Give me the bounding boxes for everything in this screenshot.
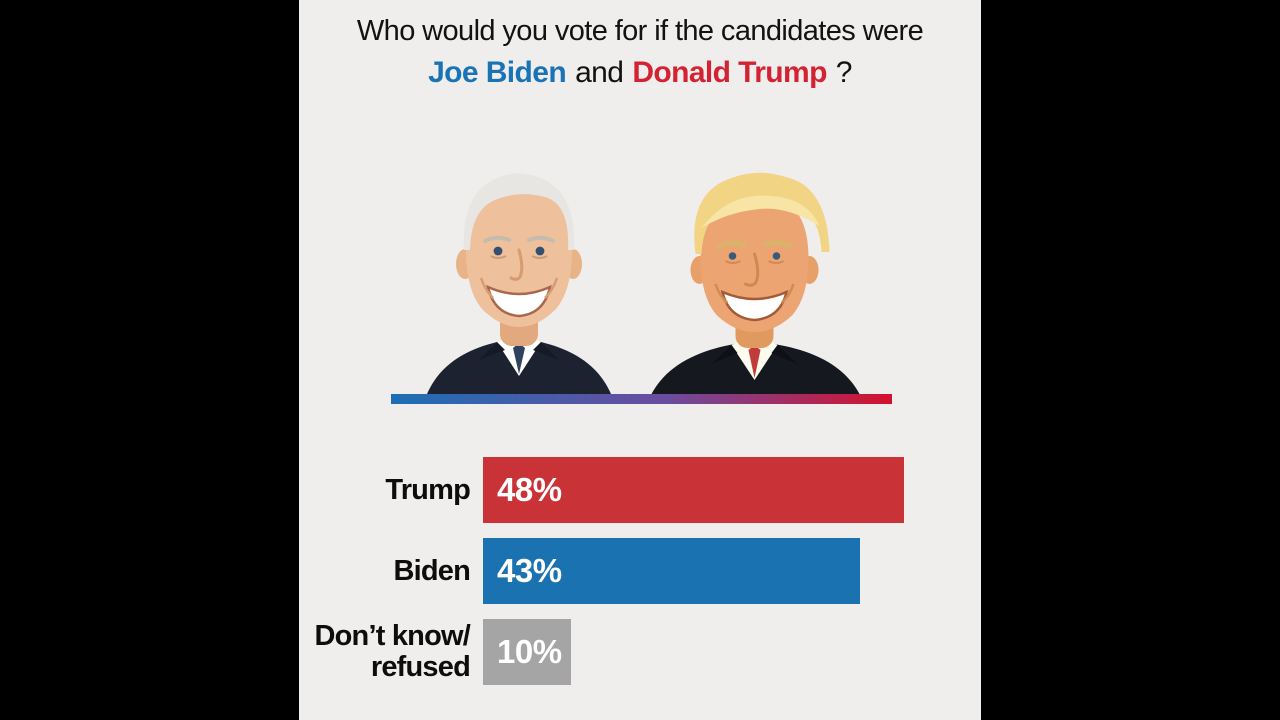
conjunction-text: and xyxy=(575,56,624,89)
biden-head xyxy=(456,173,582,346)
poll-bar-chart: Trump 48% Biden 43% Don’t know/refused xyxy=(299,457,981,700)
bar-label-text: Biden xyxy=(393,554,470,587)
biden-bar: 43% xyxy=(483,538,860,604)
dontknow-bar-value: 10% xyxy=(497,633,562,670)
poll-question: Who would you vote for if the candidates… xyxy=(299,13,981,91)
party-gradient-divider xyxy=(391,394,892,404)
poll-graphic-canvas: Who would you vote for if the candidates… xyxy=(299,0,981,720)
bar-label-trump: Trump xyxy=(299,457,483,523)
bar-row-trump: Trump 48% xyxy=(299,457,981,523)
candidate-photos xyxy=(299,150,981,394)
bar-label-text: Trump xyxy=(385,473,470,506)
trump-portrait-illustration xyxy=(651,172,860,394)
bar-row-biden: Biden 43% xyxy=(299,538,981,604)
bar-label-text: Don’t know/ xyxy=(314,620,470,652)
trump-bar: 48% xyxy=(483,457,904,523)
biden-bar-value: 43% xyxy=(497,552,562,589)
bar-label-biden: Biden xyxy=(299,538,483,604)
bar-row-dontknow: Don’t know/refused 10% xyxy=(299,619,981,685)
trump-name-text: Donald Trump xyxy=(632,56,827,89)
bar-label-dontknow: Don’t know/refused xyxy=(299,619,483,685)
poll-question-line2: Joe Biden and Donald Trump? xyxy=(299,55,981,91)
trump-suit xyxy=(651,339,860,394)
biden-name-text: Joe Biden xyxy=(428,56,567,89)
biden-portrait-illustration xyxy=(427,173,611,394)
trump-bar-value: 48% xyxy=(497,471,562,508)
bar-label-text-line2: refused xyxy=(370,651,471,683)
biden-suit xyxy=(427,336,611,394)
question-mark-text: ? xyxy=(835,56,853,89)
trump-head xyxy=(690,172,830,348)
dontknow-bar: 10% xyxy=(483,619,571,685)
poll-question-line1: Who would you vote for if the candidates… xyxy=(356,15,924,47)
